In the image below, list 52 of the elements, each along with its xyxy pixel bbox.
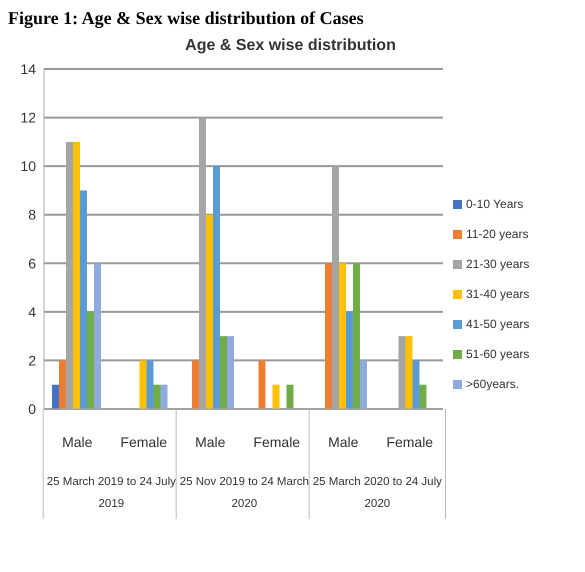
bar <box>86 312 94 409</box>
bar <box>360 360 367 409</box>
text: 25 Nov 2019 to 24 March 2020 <box>180 476 309 510</box>
bar <box>206 214 213 409</box>
bar <box>160 384 168 409</box>
bar <box>52 384 59 409</box>
bar <box>352 263 360 409</box>
bar <box>80 190 87 409</box>
legend-label: 21-30 years <box>466 257 530 271</box>
bar <box>346 312 353 409</box>
text: 25 March 2020 to 24 July 2020 <box>312 476 442 510</box>
legend-label: >60years. <box>466 377 520 391</box>
y-tick-label: 14 <box>20 60 36 77</box>
y-tick-label: 0 <box>28 400 36 417</box>
bar <box>58 360 66 409</box>
bar <box>146 360 154 409</box>
bar <box>338 263 346 409</box>
legend-label: 0-10 Years <box>466 197 524 211</box>
legend-label: 41-50 years <box>466 317 530 331</box>
x-tick-label: Female <box>120 434 168 450</box>
x-tick-label: Male <box>195 434 226 450</box>
bar <box>153 384 160 409</box>
legend-label: 31-40 years <box>466 287 530 301</box>
text: 25 March 2019 to 24 July 2019 <box>46 476 176 510</box>
bar <box>139 360 146 409</box>
chart-title: Age & Sex wise distribution <box>184 37 397 55</box>
y-tick-label: 6 <box>28 255 36 272</box>
bar <box>192 360 199 409</box>
bar <box>220 336 227 409</box>
bar <box>324 263 332 409</box>
y-tick-label: 4 <box>28 304 36 320</box>
y-tick-label: 10 <box>20 158 36 174</box>
y-tick-label: 2 <box>28 352 36 368</box>
bar <box>405 336 412 409</box>
bar <box>412 360 420 409</box>
bar <box>286 384 294 409</box>
bar <box>258 360 266 409</box>
legend-label: 11-20 years <box>466 227 528 241</box>
bar <box>72 142 80 409</box>
bar <box>94 263 101 409</box>
bar <box>226 336 234 409</box>
caption: Figure 1: Age & Sex wise distribution of Cases <box>8 8 365 29</box>
x-tick-label: Female <box>386 434 434 450</box>
x-tick-label: Male <box>328 434 359 450</box>
legend-label: 51-60 years <box>466 347 530 361</box>
bar <box>212 166 220 409</box>
bar <box>419 384 426 409</box>
x-tick-label: Female <box>253 434 300 450</box>
y-tick-label: 12 <box>20 110 36 126</box>
x-tick-label: Male <box>62 434 93 450</box>
y-tick-label: 8 <box>28 206 36 223</box>
bar <box>272 384 280 409</box>
